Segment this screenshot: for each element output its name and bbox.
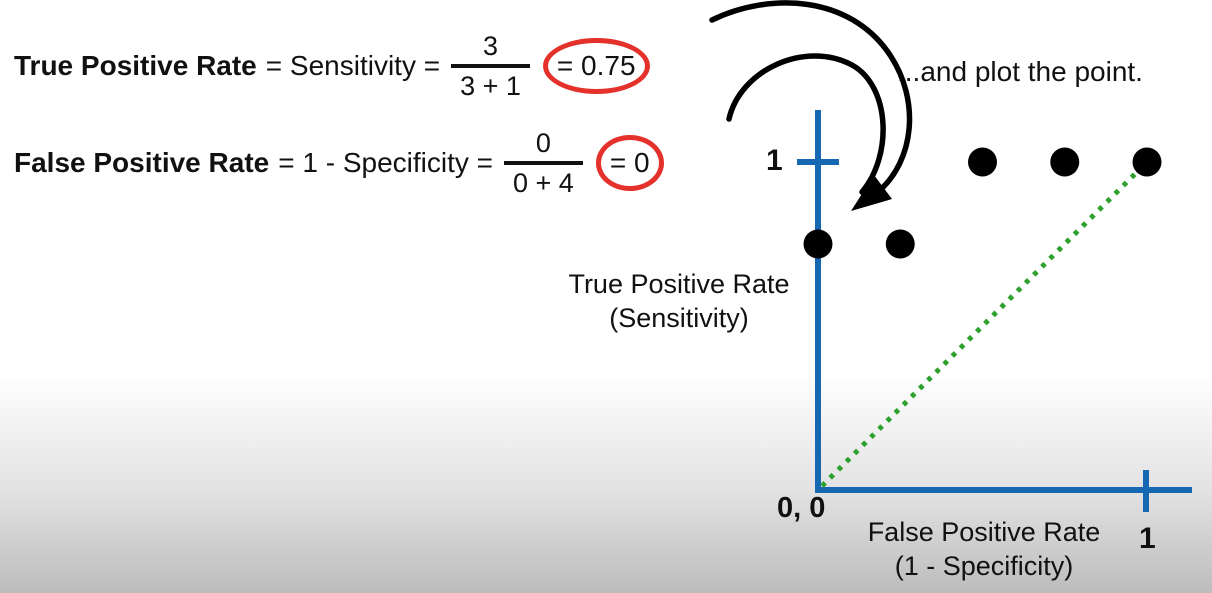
fpr-fraction-denominator: 0 + 4	[513, 168, 574, 198]
x-axis-title-line2: (1 - Specificity)	[894, 551, 1074, 581]
tpr-fraction-denominator: 3 + 1	[460, 71, 521, 101]
fpr-result-value: = 0	[609, 147, 650, 178]
formula-true-positive-rate: True Positive Rate = Sensitivity = 3 3 +…	[14, 24, 650, 108]
origin-label: 0, 0	[777, 492, 826, 524]
y-axis-title: True Positive Rate (Sensitivity)	[545, 267, 813, 335]
arrowhead-icon	[851, 175, 892, 211]
diagonal-reference-line	[820, 160, 1149, 488]
y-tick-label-1: 1	[766, 144, 783, 177]
tpr-equation-text: = Sensitivity =	[265, 50, 441, 81]
data-point	[803, 229, 833, 259]
annotation-text: ...and plot the point.	[897, 56, 1143, 87]
y-axis-title-line1: True Positive Rate	[568, 269, 790, 299]
x-tick-label-1: 1	[1139, 522, 1156, 555]
tpr-result-highlight-circle: = 0.75	[542, 38, 650, 94]
fpr-fraction: 0 0 + 4	[504, 128, 583, 198]
data-point	[968, 147, 997, 177]
data-point	[885, 229, 915, 259]
tpr-result-value: = 0.75	[556, 50, 636, 81]
formula-false-positive-rate: False Positive Rate = 1 - Specificity = …	[14, 121, 664, 205]
tpr-fraction: 3 3 + 1	[451, 31, 530, 101]
roc-axes	[797, 110, 1192, 512]
fpr-equation-text: = 1 - Specificity =	[278, 147, 493, 178]
tpr-fraction-numerator: 3	[451, 31, 530, 68]
fpr-label: False Positive Rate	[14, 147, 270, 178]
curved-annotation-arrows	[709, 0, 913, 211]
x-axis-title: False Positive Rate (1 - Specificity)	[848, 515, 1120, 583]
x-axis-title-line1: False Positive Rate	[867, 517, 1101, 547]
data-point	[1132, 147, 1162, 177]
roc-data-points	[803, 147, 1162, 259]
data-point	[1050, 147, 1080, 177]
fpr-result-highlight-circle: = 0	[595, 135, 664, 191]
inner-arrow-curve	[726, 53, 886, 195]
y-axis-title-line2: (Sensitivity)	[609, 303, 749, 333]
tpr-label: True Positive Rate	[14, 50, 257, 81]
fpr-fraction-numerator: 0	[504, 128, 583, 165]
outer-arrow-curve	[709, 0, 913, 195]
